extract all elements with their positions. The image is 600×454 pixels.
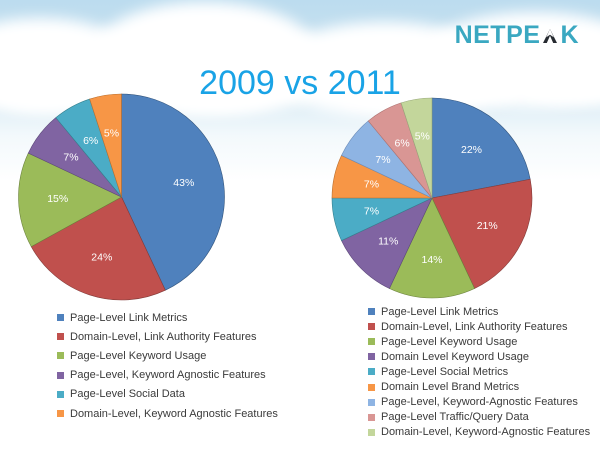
svg-text:43%: 43% [173, 177, 194, 189]
svg-text:14%: 14% [421, 254, 442, 266]
svg-text:7%: 7% [364, 178, 379, 190]
svg-text:7%: 7% [375, 154, 390, 166]
svg-text:5%: 5% [104, 128, 119, 140]
svg-text:6%: 6% [395, 137, 410, 149]
svg-text:7%: 7% [364, 205, 379, 217]
svg-text:5%: 5% [415, 131, 430, 143]
svg-text:21%: 21% [477, 220, 498, 232]
svg-text:22%: 22% [461, 144, 482, 156]
svg-text:24%: 24% [91, 251, 112, 263]
svg-text:7%: 7% [63, 152, 78, 164]
svg-text:11%: 11% [378, 236, 398, 248]
svg-text:6%: 6% [83, 135, 98, 147]
svg-text:15%: 15% [47, 193, 68, 205]
